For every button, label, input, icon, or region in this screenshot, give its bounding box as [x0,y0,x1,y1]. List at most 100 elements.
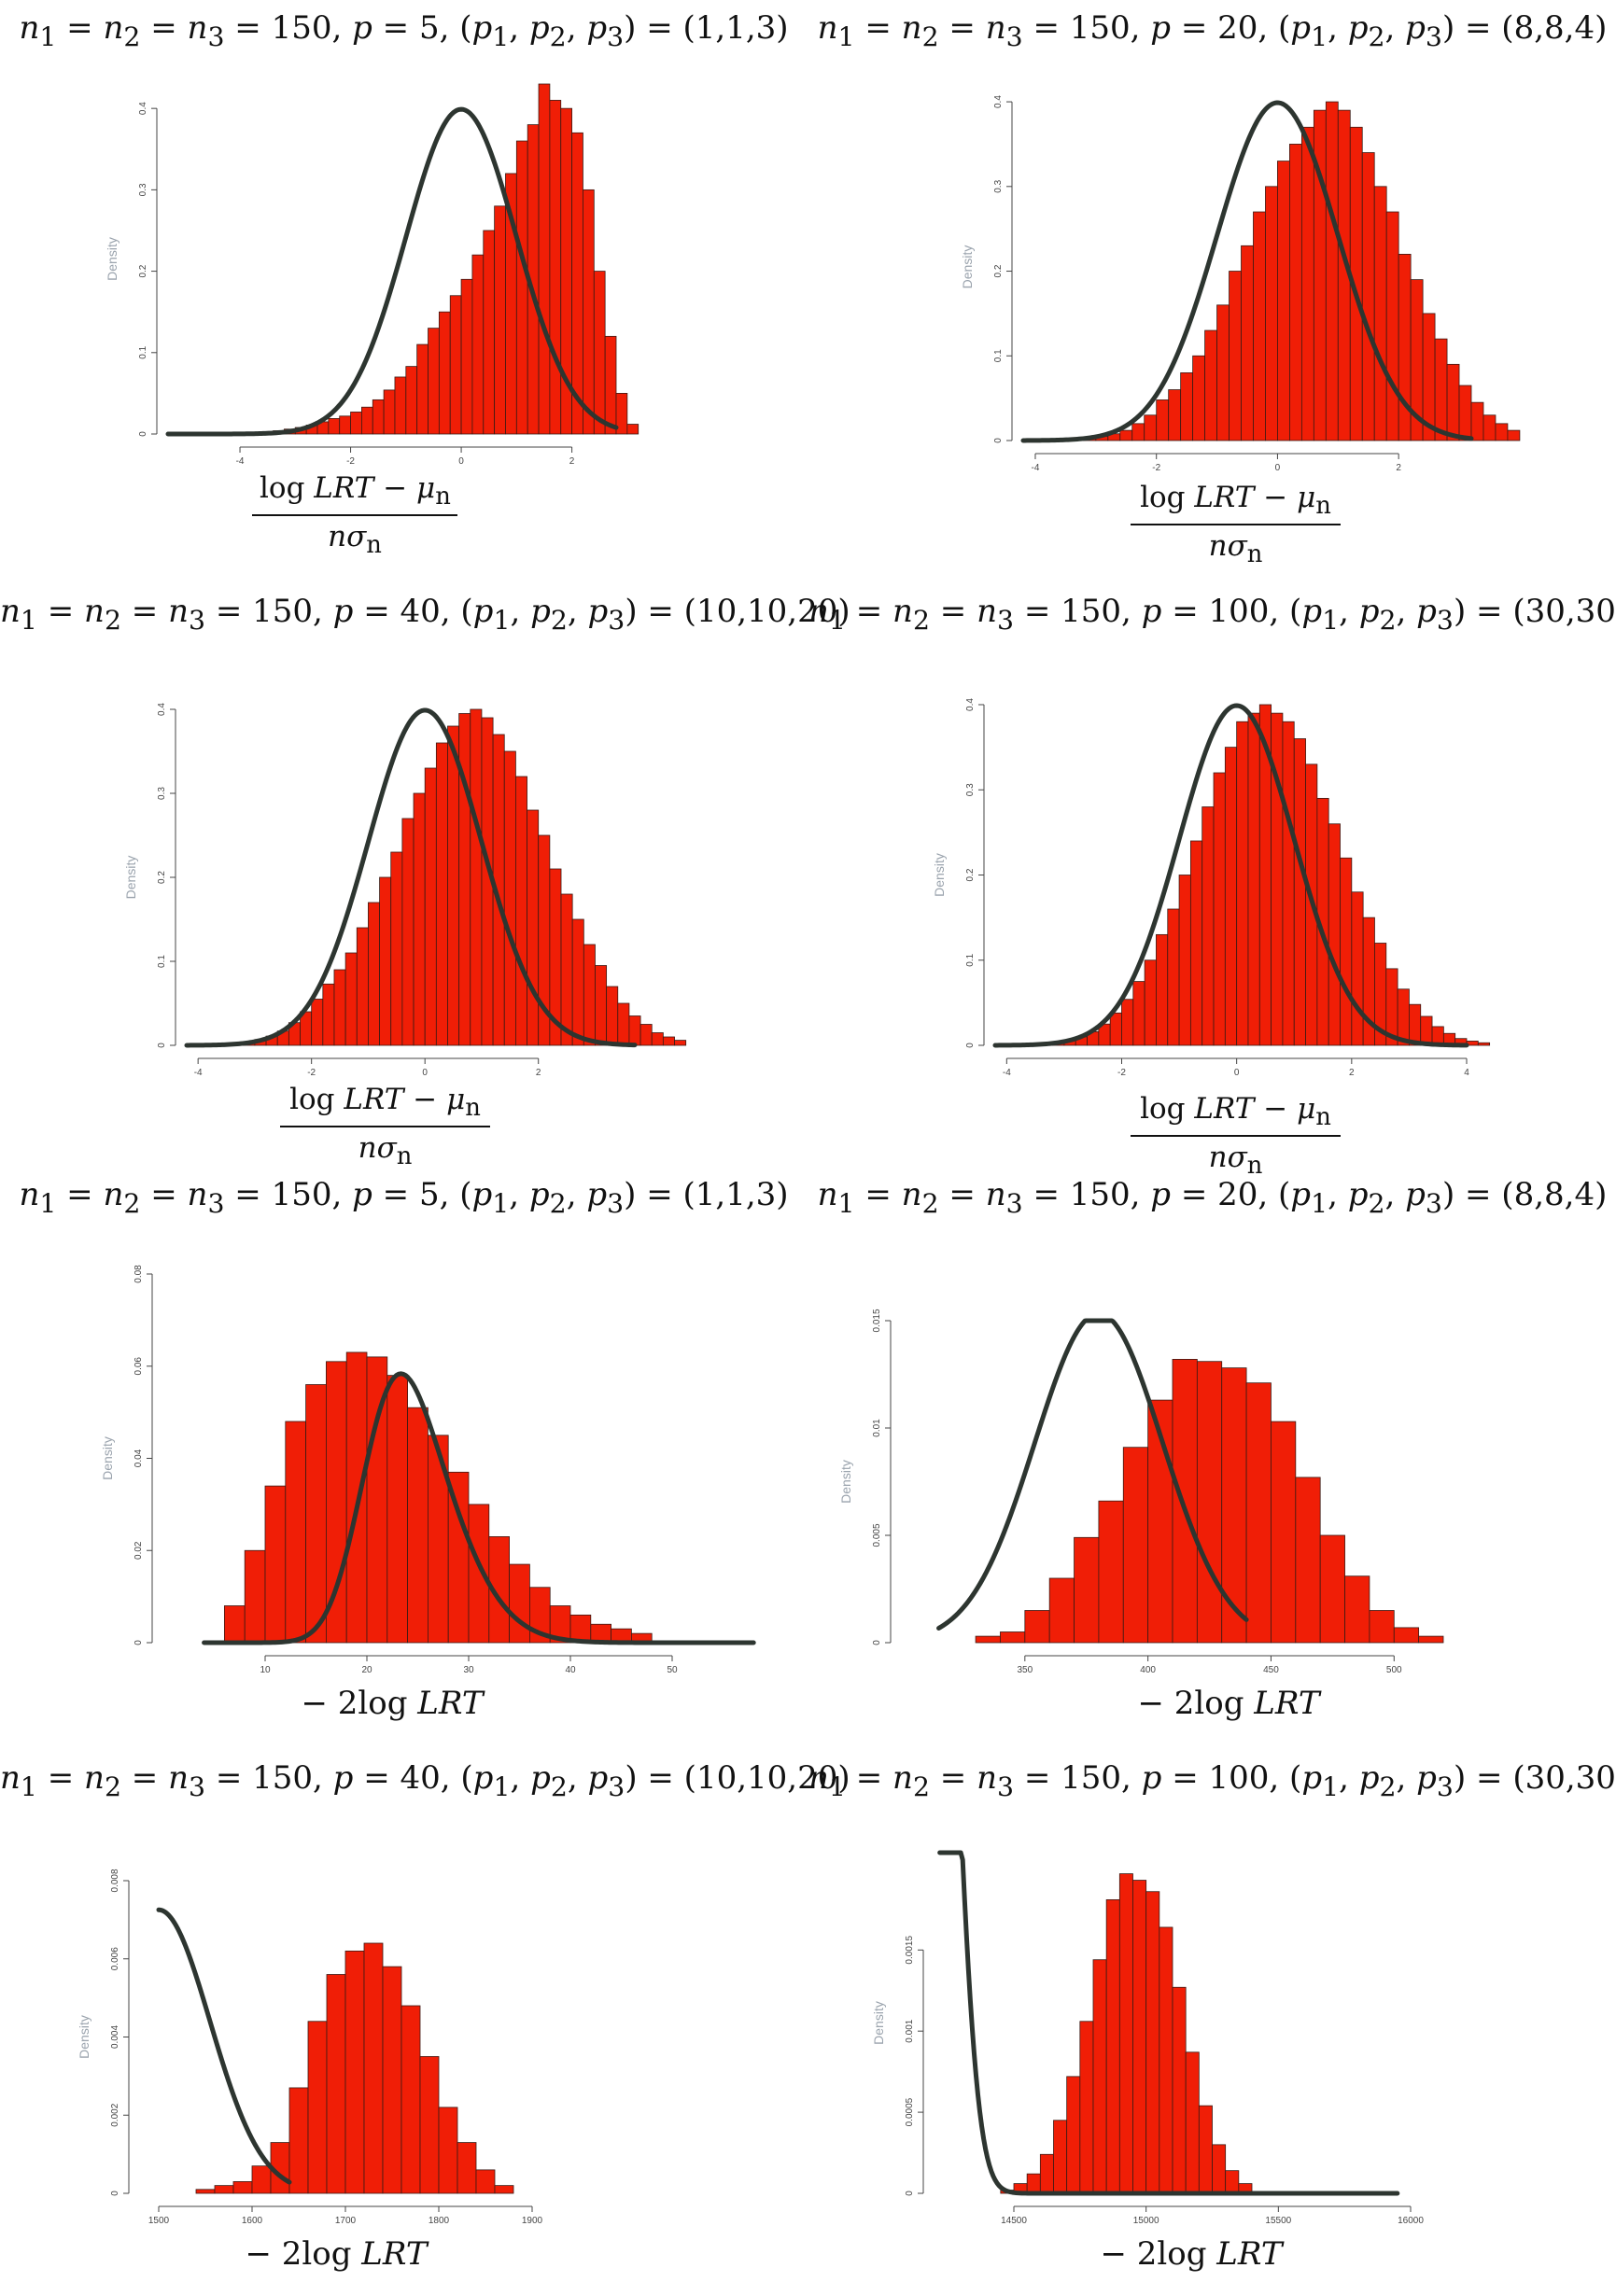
x-axis-label: log LRT − μn nσn [1131,1092,1341,1180]
histogram-bar [449,295,462,435]
y-tick-label: 0.3 [965,783,976,796]
histogram-bar [1495,423,1509,441]
panel-6: n1 = n2 = n3 = 150, p = 20, (p1, p2, p3)… [808,1167,1616,1741]
x-tick-label: 2 [536,1068,541,1078]
histogram-bar [1295,1477,1321,1644]
histogram-bar [1144,414,1158,441]
histogram-bar [413,792,426,1046]
histogram-bar [372,399,385,435]
histogram-bar [424,767,437,1046]
x-tick-label: 50 [667,1665,678,1675]
histogram-bar [1000,1631,1026,1644]
x-tick-label: 40 [565,1665,576,1675]
histogram-bar [350,412,362,435]
histogram-bar [583,944,596,1046]
histogram-bar [401,818,415,1046]
x-tick-label: 1700 [335,2216,357,2226]
histogram-bar [503,750,516,1046]
histogram-bar [244,1549,266,1644]
histogram-bar [1418,1635,1444,1644]
x-tick-label: 14500 [1001,2216,1027,2226]
x-tick-label: 1800 [429,2216,450,2226]
x-tick-label: 4 [1464,1068,1469,1078]
histogram-bar [305,1384,327,1644]
histogram-bar [1156,933,1169,1046]
histogram-bar [1168,389,1182,441]
histogram-bar [1225,2170,1240,2194]
y-tick-label: 0 [138,431,148,437]
y-tick-label: 0.3 [993,179,1004,192]
histogram-bar [328,418,341,435]
histogram-bar [1198,2105,1213,2194]
y-tick-label: 0.4 [965,698,976,711]
histogram-bar [662,1036,675,1046]
histogram-bar [1470,401,1484,441]
histogram-bar [1224,747,1238,1046]
histogram-bar [1132,981,1145,1046]
x-tick-label: 30 [463,1665,474,1675]
histogram-bar [356,927,369,1046]
histogram-bar [1196,1361,1223,1644]
histogram-bar [604,335,617,435]
y-tick-label: 0.08 [133,1265,144,1283]
x-axis-label: log LRT − μn nσn [280,1083,490,1170]
histogram-plot: 0 0.1 0.2 0.3 0.4 Density -4 -2 0 2 [960,95,1521,473]
density-curve [156,1907,292,2185]
y-axis-title: Density [932,853,947,897]
histogram-bar [326,1974,346,2194]
histogram-bar [1507,429,1521,441]
histogram-bar [460,278,473,435]
y-tick-label: 0 [905,2191,915,2196]
histogram-bar [457,2142,477,2194]
y-axis-title: Density [871,2001,886,2045]
histogram-bar [1132,1880,1147,2194]
y-tick-label: 0.06 [133,1357,144,1376]
y-tick-label: 0.015 [872,1309,882,1332]
y-tick-label: 0.4 [993,95,1004,108]
panel-title: n1 = n2 = n3 = 150, p = 5, (p1, p2, p3) … [19,1176,789,1219]
x-tick-label: 16000 [1398,2216,1424,2226]
histogram-bar [1236,721,1249,1046]
histogram-bar [1189,840,1203,1046]
y-tick-label: 0.006 [110,1947,120,1970]
x-tick-label: -2 [1117,1068,1126,1078]
y-tick-label: 0.1 [157,955,167,968]
y-tick-label: 0.1 [138,345,148,358]
histogram-bar [311,999,324,1046]
y-tick-label: 0.001 [905,2019,915,2042]
histogram-bar [438,2107,458,2194]
y-tick-label: 0.3 [138,183,148,196]
histogram-bar [223,1605,246,1644]
histogram-bar [333,969,346,1046]
histogram-bar [1178,875,1191,1046]
histogram-bar [251,2165,272,2194]
panel-1: n1 = n2 = n3 = 150, p = 5, (p1, p2, p3) … [0,0,808,574]
histogram-bar [1079,2021,1094,2194]
histogram-bar [651,1032,664,1046]
density-curve [992,703,1469,1048]
y-tick-label: 0 [157,1043,167,1048]
histogram-bar [407,1407,429,1644]
x-tick-label: -4 [236,456,245,467]
histogram-bar [494,205,506,435]
histogram-bar [1145,1891,1160,2194]
histogram-bar [1144,959,1157,1046]
histogram-bar [394,376,407,435]
x-tick-label: -4 [1003,1068,1011,1078]
histogram-bar [1039,2153,1054,2194]
histogram-bar [1409,1003,1422,1046]
density-curve [202,1371,756,1645]
x-axis-label: − 2log LRT [1100,2235,1283,2273]
y-tick-label: 0.4 [138,102,148,115]
x-axis-label: log LRT − μn nσn [252,471,457,559]
histogram-bar [1066,2076,1081,2194]
histogram-bar [1351,891,1364,1046]
density-curve [937,1850,1400,2196]
panel-title: n1 = n2 = n3 = 150, p = 40, (p1, p2, p3)… [0,1759,850,1802]
histogram-bar [494,2185,514,2194]
histogram-bar [1398,253,1412,441]
y-tick-label: 0.2 [157,871,167,884]
x-tick-label: 15500 [1265,2216,1291,2226]
histogram-bar [1167,908,1180,1046]
